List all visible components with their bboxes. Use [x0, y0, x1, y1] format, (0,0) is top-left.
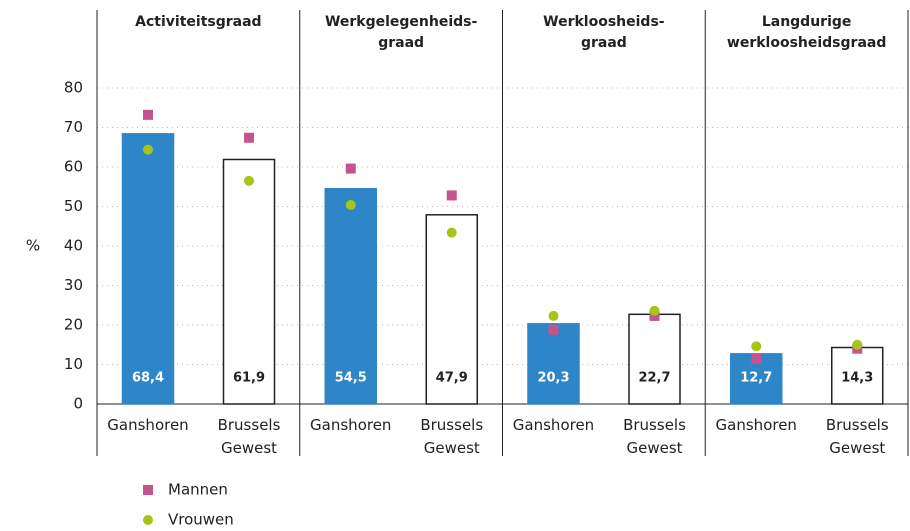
x-tick-label: Ganshoren: [716, 416, 797, 434]
x-tick-label: Ganshoren: [107, 416, 188, 434]
bar: [121, 133, 175, 405]
marker-circle: [446, 227, 457, 238]
value-label: 20,3: [537, 371, 569, 386]
bar: [527, 323, 580, 405]
marker-square: [244, 132, 254, 143]
x-tick-label: Brussels Gewest: [218, 416, 281, 457]
y-tick-label: 0: [73, 395, 83, 413]
bar: [222, 158, 276, 405]
x-tick-label: Ganshoren: [513, 416, 594, 434]
marker-circle: [649, 305, 660, 316]
bar: [628, 313, 681, 405]
marker-circle: [548, 310, 559, 321]
value-label: 47,9: [436, 371, 468, 386]
marker-square: [751, 353, 762, 364]
panel-title: Langdurige werkloosheidsgraad: [727, 14, 886, 51]
panel-title: Werkgelegenheids-graad: [325, 14, 478, 51]
y-tick-label: 40: [64, 237, 83, 255]
marker-square: [446, 190, 457, 201]
marker-circle: [143, 144, 153, 155]
bar: [425, 214, 478, 405]
legend-marker: [143, 515, 153, 525]
panel-title: Activiteitsgraad: [135, 14, 261, 30]
value-label: 68,4: [132, 371, 164, 386]
panel-title: Werkloosheids-graad: [543, 14, 665, 51]
marker-square: [345, 163, 356, 174]
value-label: 22,7: [638, 371, 670, 386]
value-label: 61,9: [233, 371, 265, 386]
marker-circle: [345, 199, 356, 210]
legend-label: Mannen: [168, 481, 228, 499]
y-tick-label: 20: [64, 316, 83, 334]
x-tick-label: Brussels Gewest: [420, 416, 483, 457]
marker-square: [649, 310, 660, 321]
y-tick-label: 80: [64, 79, 83, 97]
value-label: 54,5: [335, 371, 367, 386]
value-label: 14,3: [841, 371, 873, 386]
legend-marker: [143, 485, 153, 495]
value-label: 12,7: [740, 371, 772, 386]
y-tick-label: 50: [64, 197, 83, 215]
marker-square: [143, 109, 153, 120]
y-tick-label: 30: [64, 276, 83, 294]
y-tick-label: 70: [64, 118, 83, 136]
legend-label: Vrouwen: [168, 511, 234, 529]
x-tick-label: Brussels Gewest: [826, 416, 889, 457]
marker-square: [548, 324, 559, 335]
y-tick-label: 10: [64, 355, 83, 373]
y-tick-label: 60: [64, 158, 83, 176]
x-tick-label: Ganshoren: [310, 416, 391, 434]
y-axis-label: %: [26, 237, 40, 255]
bar: [831, 346, 884, 405]
marker-circle: [751, 341, 762, 352]
marker-circle: [244, 175, 254, 186]
bar: [324, 187, 377, 405]
marker-circle: [852, 339, 863, 350]
x-tick-label: Brussels Gewest: [623, 416, 686, 457]
